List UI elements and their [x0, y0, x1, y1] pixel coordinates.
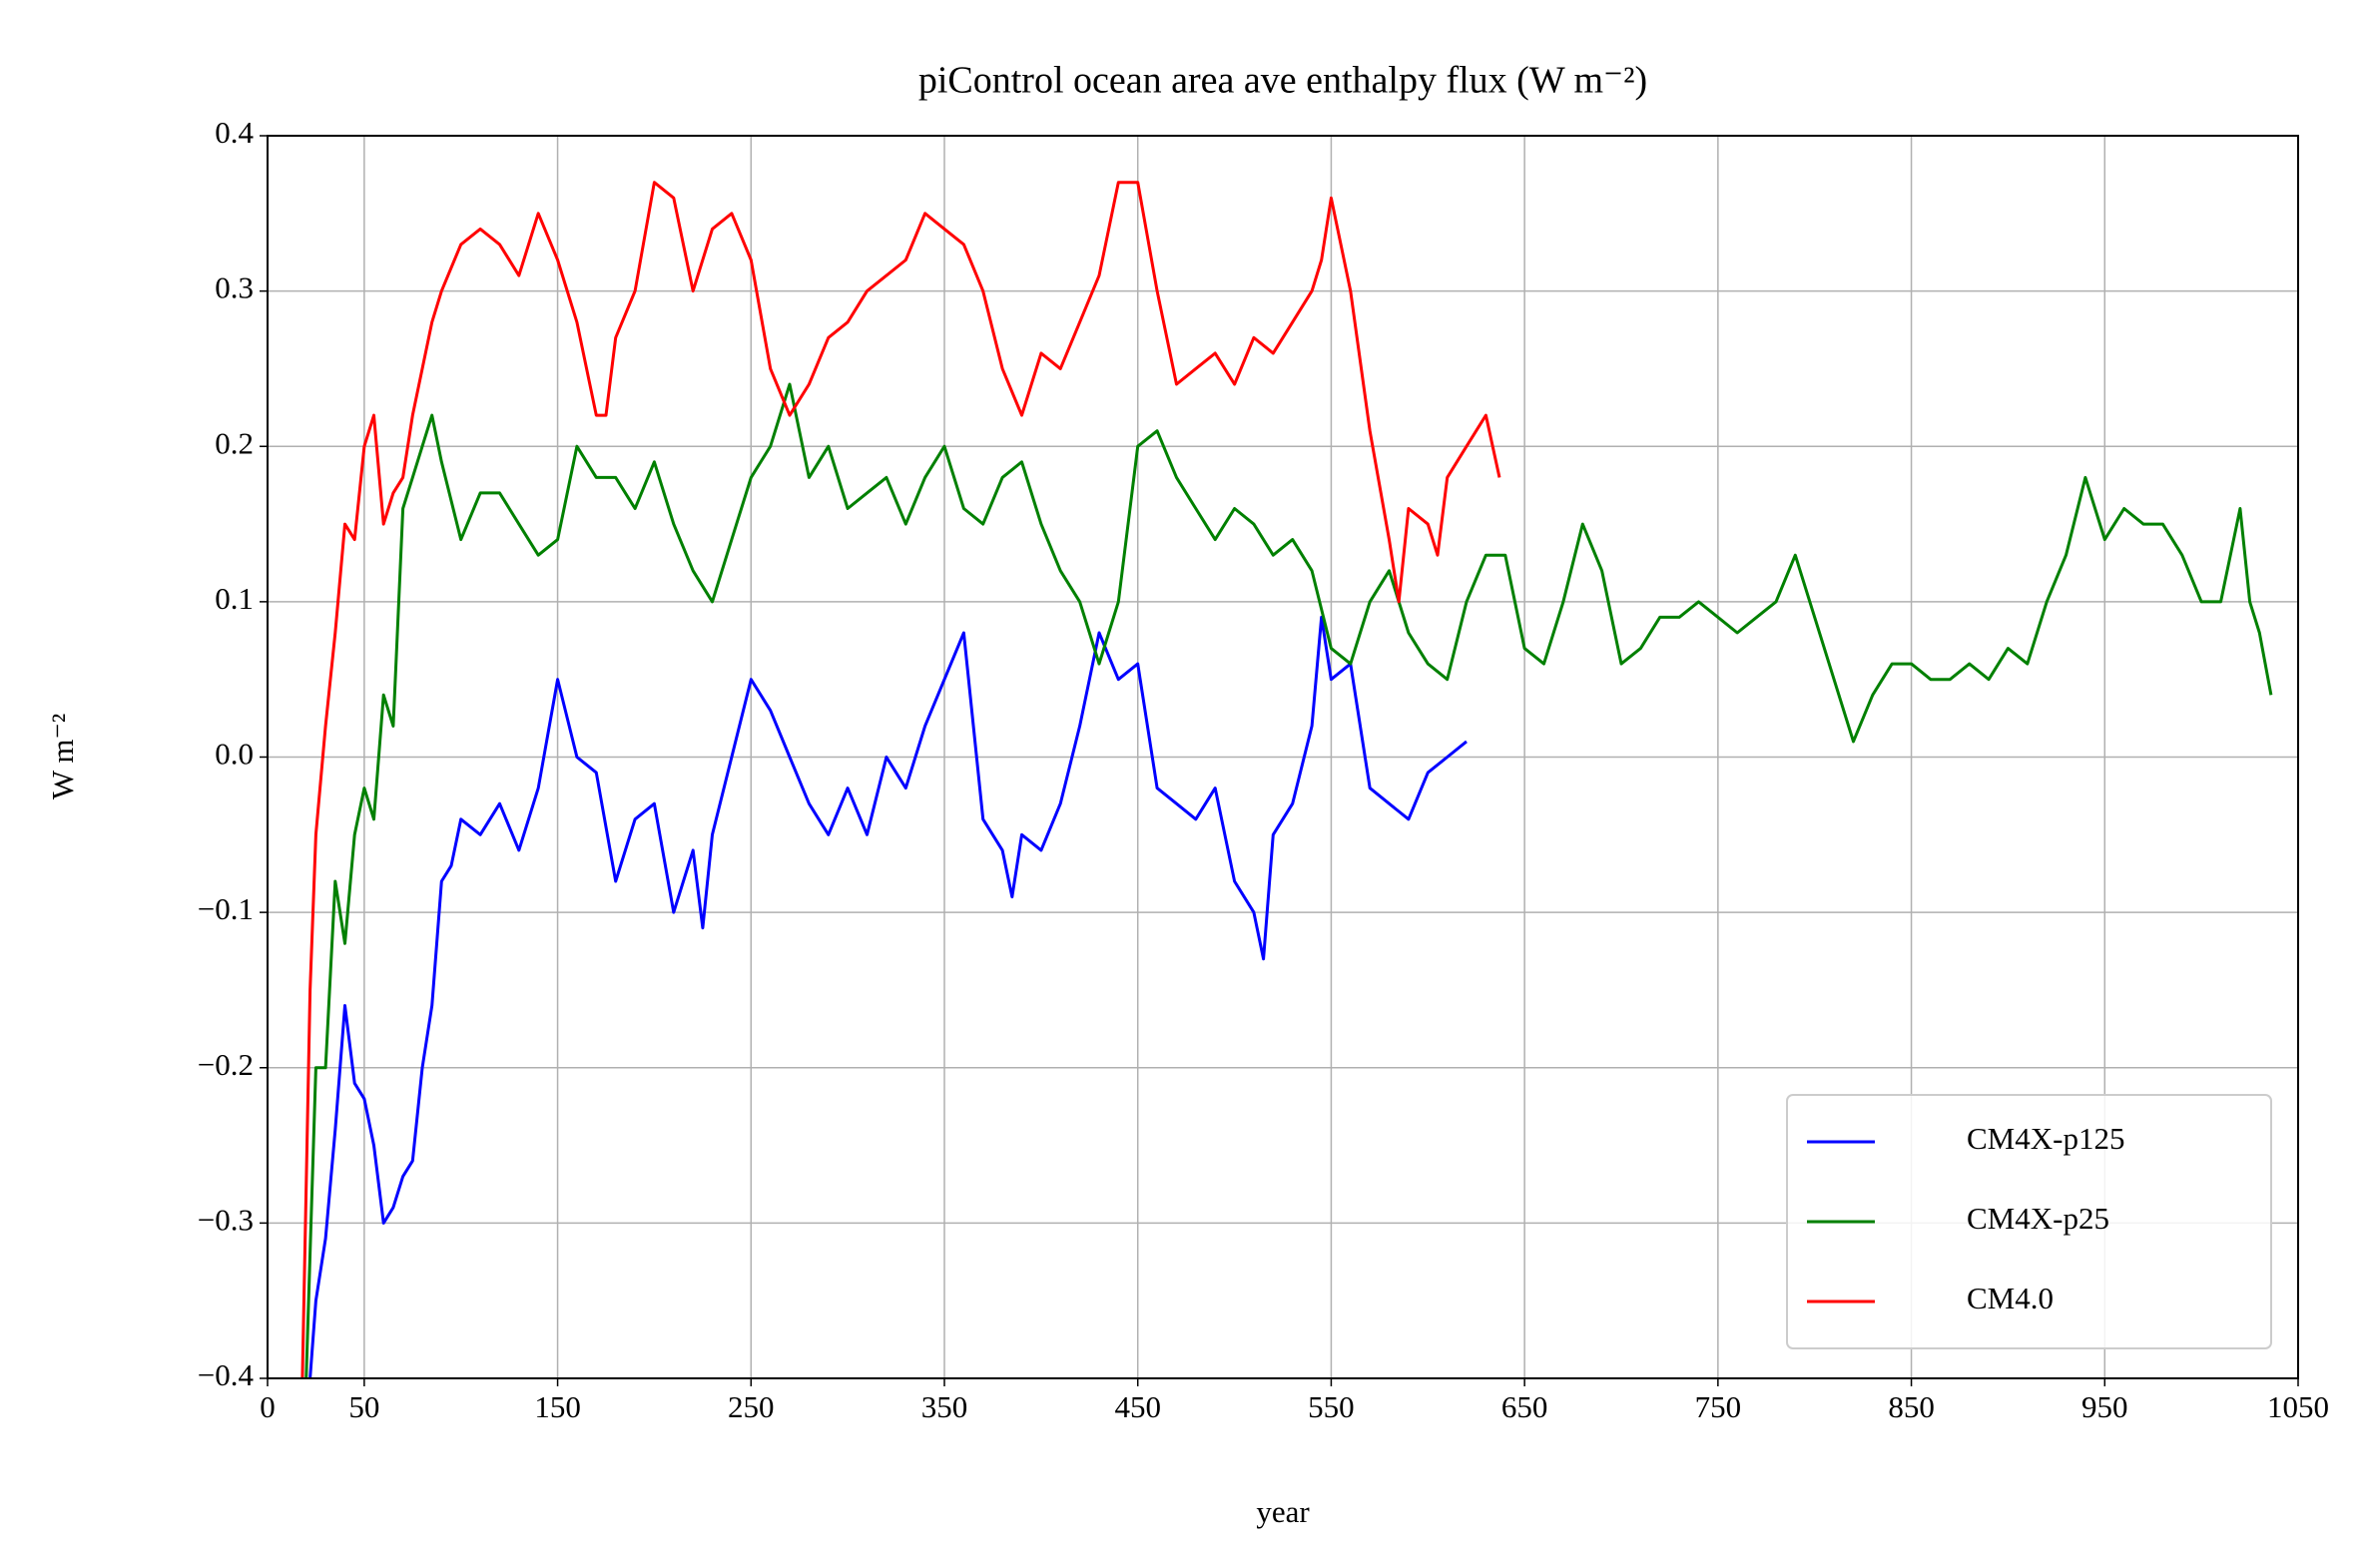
y-tick-label: 0.4	[215, 115, 254, 150]
data-line	[300, 181, 1501, 1378]
x-tick-label: 550	[1308, 1389, 1355, 1424]
x-tick-label: 350	[921, 1389, 968, 1424]
y-tick-label: −0.3	[198, 1202, 254, 1237]
y-tick-label: 0.1	[215, 581, 254, 616]
y-tick-label: −0.2	[198, 1047, 254, 1082]
legend-label: CM4X-p25	[1967, 1201, 2109, 1236]
plot-area	[300, 181, 2273, 1378]
y-tick-label: −0.1	[198, 891, 254, 926]
y-axis-label: W m⁻²	[45, 714, 80, 799]
x-tick-label: 650	[1501, 1389, 1548, 1424]
y-tick-label: 0.2	[215, 425, 254, 460]
legend-label: CM4.0	[1967, 1281, 2054, 1315]
legend-box	[1786, 1094, 2272, 1349]
x-tick-label: 1050	[2267, 1389, 2329, 1424]
y-tick-label: 0.0	[215, 737, 254, 772]
data-line	[308, 615, 1468, 1378]
x-tick-label: 50	[348, 1389, 379, 1424]
x-tick-label: 0	[260, 1389, 276, 1424]
x-axis-label: year	[1256, 1494, 1310, 1529]
x-tick-label: 250	[728, 1389, 775, 1424]
y-tick-label: −0.4	[198, 1357, 255, 1392]
plot-frame	[267, 135, 2299, 1379]
data-line	[304, 382, 2273, 1378]
chart-title: piControl ocean area ave enthalpy flux (…	[918, 60, 1647, 102]
legend-label: CM4X-p125	[1967, 1121, 2124, 1156]
x-tick-label: 450	[1114, 1389, 1161, 1424]
x-tick-label: 850	[1888, 1389, 1935, 1424]
x-tick-label: 150	[534, 1389, 581, 1424]
y-tick-label: 0.3	[215, 270, 254, 305]
x-tick-label: 950	[2081, 1389, 2128, 1424]
x-tick-label: 750	[1695, 1389, 1742, 1424]
